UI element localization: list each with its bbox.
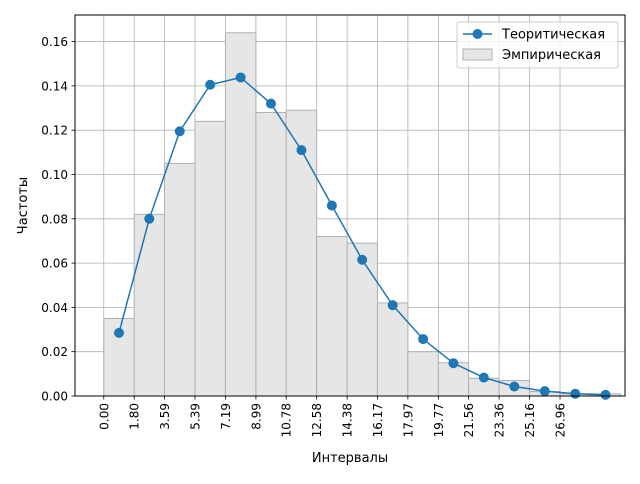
histogram-bar — [346, 242, 378, 397]
x-tick-label: 8.99 — [249, 403, 263, 430]
x-tick-label: 23.36 — [493, 403, 507, 437]
histogram-bar — [224, 32, 257, 397]
legend: Теоритическая Эмпирическая — [456, 21, 619, 69]
x-tick-label: 0.00 — [97, 403, 111, 430]
theoretical-point — [600, 389, 611, 400]
x-axis-label: Интервалы — [312, 451, 388, 466]
plot-frame — [74, 14, 626, 397]
y-tick-label: 0.14 — [41, 79, 68, 93]
theoretical-point — [205, 79, 216, 90]
x-tick-label: 10.78 — [280, 403, 294, 437]
x-tick-label: 12.58 — [310, 403, 324, 437]
histogram-bar — [316, 236, 348, 397]
histogram-bar — [285, 109, 318, 397]
x-tick-label: 19.77 — [432, 403, 446, 437]
y-tick-label: 0.00 — [41, 390, 68, 404]
theoretical-point — [296, 145, 307, 156]
theoretical-point — [539, 386, 550, 397]
y-axis-ticks: 0.00 0.02 0.04 0.06 0.08 0.10 0.12 0.14 0.16 — [41, 35, 75, 404]
x-tick-label: 16.17 — [371, 403, 385, 437]
legend-label-theoretical: Теоритическая — [501, 28, 605, 43]
y-tick-label: 0.04 — [41, 301, 68, 315]
x-axis-ticks: 0.00 1.80 3.59 5.39 7.19 8.99 10.78 12.58 14.38 1… — [97, 396, 568, 437]
legend-box — [456, 21, 619, 69]
x-tick-label: 14.38 — [341, 403, 355, 437]
theoretical-point — [174, 126, 185, 137]
histogram-bar — [133, 213, 166, 397]
theoretical-point — [570, 388, 581, 399]
legend-marker-swatch — [472, 29, 483, 39]
histogram-bar — [376, 302, 409, 397]
x-tick-label: 25.16 — [523, 403, 537, 437]
theoretical-point — [357, 254, 368, 265]
theoretical-point — [235, 72, 246, 83]
theoretical-point — [509, 381, 520, 392]
histogram-bar — [194, 120, 226, 397]
x-tick-label: 21.56 — [462, 403, 476, 437]
theoretical-points — [114, 72, 611, 400]
x-tick-label: 17.97 — [401, 403, 415, 437]
theoretical-point — [448, 358, 459, 369]
x-tick-label: 1.80 — [128, 403, 142, 430]
theoretical-point — [114, 327, 124, 338]
x-tick-label: 3.59 — [158, 403, 172, 430]
y-tick-label: 0.02 — [41, 345, 68, 359]
theoretical-point — [144, 213, 155, 224]
legend-bar-swatch — [462, 48, 493, 61]
y-tick-label: 0.12 — [41, 124, 68, 138]
y-tick-label: 0.08 — [41, 212, 68, 226]
histogram-bar — [255, 111, 287, 397]
y-tick-label: 0.16 — [41, 35, 68, 49]
theoretical-point — [326, 200, 337, 211]
x-tick-label: 26.96 — [554, 403, 568, 437]
histogram-bar — [164, 162, 196, 397]
x-tick-label: 7.19 — [219, 403, 233, 430]
legend-label-empirical: Эмпирическая — [502, 48, 601, 63]
histogram-bar — [407, 351, 439, 397]
histogram-bars — [103, 32, 622, 397]
theoretical-point — [387, 300, 398, 311]
x-tick-label: 5.39 — [188, 403, 202, 430]
theoretical-point — [478, 372, 489, 383]
theoretical-point — [418, 334, 429, 345]
y-tick-label: 0.06 — [41, 257, 68, 271]
y-tick-label: 0.10 — [41, 168, 68, 182]
theoretical-point — [265, 98, 276, 109]
y-axis-label: Частоты — [16, 177, 31, 234]
